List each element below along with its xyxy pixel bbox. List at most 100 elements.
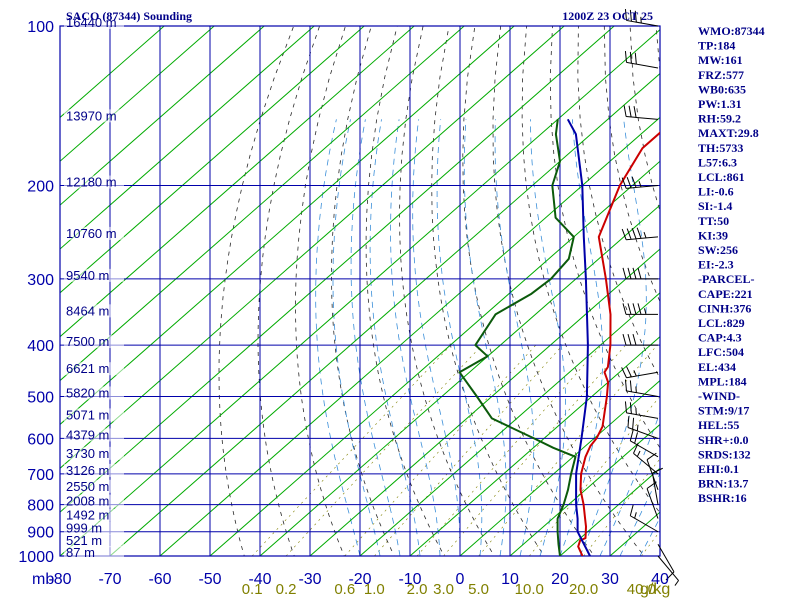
wind-barb-flag <box>652 467 663 474</box>
wind-barb <box>657 555 679 586</box>
dry-adiabat <box>431 26 545 556</box>
wind-barb-half-flag <box>638 181 642 188</box>
height-label-bg <box>64 546 124 559</box>
wind-barb <box>633 442 659 475</box>
index-entry: L57:6.3 <box>698 155 737 169</box>
index-entry: MAXT:29.8 <box>698 126 759 140</box>
wind-barb-flag <box>624 379 627 391</box>
wind-barb-flag <box>622 333 627 346</box>
wind-barb <box>629 504 659 533</box>
wind-barb <box>646 481 659 519</box>
mixing-ratio-line <box>374 344 563 556</box>
wind-barb-flag <box>646 481 657 489</box>
wind-barb <box>624 401 659 419</box>
moist-adiabat <box>579 119 647 556</box>
wind-barb-flag <box>624 401 627 413</box>
wind-barb <box>624 379 659 397</box>
moist-adiabat <box>436 119 483 556</box>
index-entry: STM:9/17 <box>698 404 749 418</box>
wind-barb-flag <box>631 227 637 239</box>
wind-barb-staff <box>657 543 675 573</box>
index-entry: TT:50 <box>698 214 729 228</box>
height-label-bg <box>64 521 124 535</box>
isotherm-line <box>309 248 660 556</box>
wind-barb-half-flag <box>636 424 639 431</box>
isotherm-line <box>60 26 415 338</box>
height-label-bg <box>64 386 124 400</box>
index-entry: WMO:87344 <box>698 24 765 38</box>
temperature-tick-label: -70 <box>98 571 121 588</box>
index-entry: LI:-0.6 <box>698 185 734 199</box>
index-entry: MW:161 <box>698 53 743 67</box>
temperature-tick-label: 20 <box>551 571 569 588</box>
index-entry: EHI:0.1 <box>698 462 739 476</box>
moist-adiabat <box>350 119 401 556</box>
moist-adiabat <box>463 119 507 556</box>
wind-barb-flag <box>623 105 627 117</box>
wind-barb-flag <box>636 227 642 239</box>
wind-barb-flag <box>629 429 634 441</box>
wind-barb-flag <box>621 367 627 378</box>
wind-barb-flag <box>626 177 632 189</box>
isotherm-line <box>359 292 660 556</box>
index-entry: TP:184 <box>698 39 735 53</box>
mixing-ratio-label: 3.0 <box>433 581 454 598</box>
moist-adiabat <box>494 119 535 556</box>
wind-barb <box>621 227 659 241</box>
mixing-ratio-label: 20.0 <box>569 581 598 598</box>
height-label-bg <box>64 304 124 318</box>
wind-barb-staff <box>627 427 659 439</box>
isotherm-line <box>409 336 660 556</box>
wind-barb <box>621 176 659 189</box>
wind-barb-flag <box>627 416 630 428</box>
height-label: 3126 m <box>66 463 109 478</box>
height-label: 2008 m <box>66 494 109 509</box>
height-label: 16440 m <box>66 15 117 30</box>
pressure-tick-label: 700 <box>27 467 54 484</box>
mixing-ratio-line <box>416 344 602 556</box>
wind-barb-flag <box>665 571 675 581</box>
mixing-ratio-label: 1.0 <box>364 581 385 598</box>
wind-barb-flag <box>634 10 637 23</box>
height-label: 3730 m <box>66 446 109 461</box>
pressure-tick-label: 100 <box>27 19 54 36</box>
wind-barb-flag <box>627 267 632 280</box>
chart-datetime: 1200Z 23 OCT 25 <box>562 9 653 23</box>
wind-barb-half-flag <box>674 580 679 586</box>
index-entry: SI:-1.4 <box>698 199 732 213</box>
index-entry: KI:39 <box>698 228 728 242</box>
pressure-tick-label: 500 <box>27 389 54 406</box>
profile-lines <box>458 118 660 556</box>
wind-barb <box>622 333 658 346</box>
wind-barb <box>622 267 658 280</box>
isotherm-line <box>259 204 660 556</box>
pressure-tick-label: 1000 <box>18 549 54 566</box>
height-label: 5071 m <box>66 407 109 422</box>
mixing-ratio-line <box>529 395 660 556</box>
height-label-bg <box>64 463 124 477</box>
wind-barb <box>629 429 659 458</box>
index-entry: LCL:861 <box>698 170 745 184</box>
mixing-ratio-label: 10.0 <box>515 581 544 598</box>
parcel-line <box>566 118 591 556</box>
height-label: 13970 m <box>66 108 117 123</box>
wind-barb <box>646 452 659 490</box>
dry-adiabat <box>760 26 800 567</box>
wind-barb-flag <box>629 504 634 516</box>
wind-barb-staff <box>626 371 659 379</box>
wind-barb-flag <box>634 52 637 65</box>
height-label-bg <box>64 362 124 376</box>
wind-barb-staff <box>626 116 659 120</box>
mixing-ratio-label: 40.0 <box>627 581 656 598</box>
height-label: 87 m <box>66 545 95 560</box>
dry-adiabat <box>257 26 320 556</box>
pressure-tick-label: 400 <box>27 338 54 355</box>
wind-barb <box>623 105 659 120</box>
wind-barb-staff <box>657 555 679 581</box>
chart-title: SACO (87344) Sounding <box>66 9 192 23</box>
moist-adiabat <box>390 119 441 556</box>
wind-barb-flag <box>646 452 657 461</box>
temperature-tick-label: -30 <box>298 571 321 588</box>
height-label: 9540 m <box>66 268 109 283</box>
